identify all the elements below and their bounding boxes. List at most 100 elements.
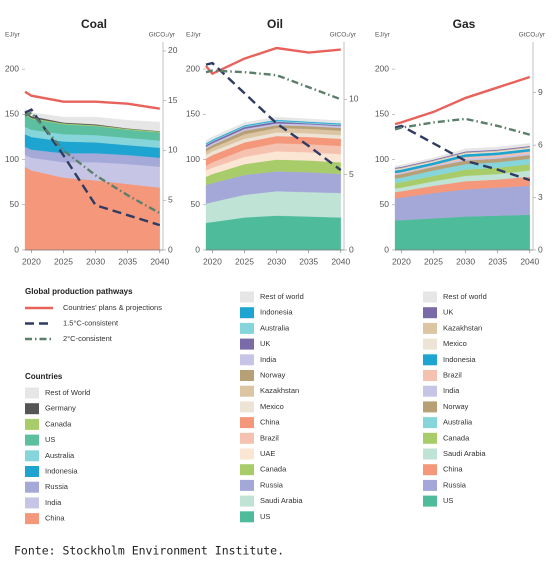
legend-label: Indonesia [260,308,293,317]
legend-label: US [260,512,270,521]
y-tick-label: 150 [375,109,389,119]
legend-label: Norway [260,370,286,379]
y-tick-label: 200 [186,63,200,73]
y2-tick-label: 20 [168,45,178,55]
panel-title: Oil [267,17,283,31]
legend-swatch [423,464,437,476]
legend-swatch [240,291,254,303]
legend-swatch [25,450,39,462]
x-tick-label: 2025 [235,256,254,266]
legend-swatch [240,354,254,366]
y-tick-label: 200 [5,63,19,73]
legend-swatch [240,338,254,350]
pathway-line [205,46,341,76]
legend-swatch [423,417,437,429]
legend-swatch [240,385,254,397]
x-tick-label: 2035 [118,256,137,266]
pathway-line [205,69,342,101]
pathway-line [24,111,161,215]
legend-label: Countries' plans & projections [63,303,162,312]
legend-label: Norway [443,402,469,411]
y-tick-label: 50 [191,199,201,209]
pathway-line [394,117,531,136]
legend-label: Canada [443,433,470,442]
pathway-line [24,90,160,110]
legend-label: 2°C-consistent [63,334,113,343]
y-tick-label: 50 [380,199,390,209]
y-tick-label: 0 [384,244,389,254]
legend-swatch [423,370,437,381]
y2-tick-label: 5 [349,169,354,179]
legend-swatch [423,448,437,460]
legend-label: Saudi Arabia [260,496,303,505]
y-tick-label: 200 [375,63,389,73]
y2-tick-label: 10 [168,145,178,155]
legend-label: India [260,355,277,364]
legend-swatch [25,481,39,493]
pathway-line [394,124,531,182]
area-segment [205,116,341,144]
legend-label: Kazakhstan [260,386,299,395]
legend-swatch [240,432,254,444]
legend-label: UK [260,339,270,348]
legend-swatch [25,513,39,525]
legend-title: Countries [25,372,63,381]
y2-tick-label: 3 [538,192,543,202]
area-segment [205,215,341,251]
legend-label: India [45,498,62,507]
legend-swatch [25,497,39,509]
panel-title: Coal [81,17,107,31]
y-tick-label: 100 [186,154,200,164]
legend-label: Russia [443,480,467,489]
legend-swatch [423,479,437,491]
x-tick-label: 2030 [86,256,105,266]
y-axis-label: EJ/yr [186,32,202,39]
legend-label: Brazil [260,433,279,442]
x-tick-label: 2040 [150,256,169,266]
y-tick-label: 100 [5,154,19,164]
legend-label: India [443,386,460,395]
x-tick-label: 2020 [392,256,411,266]
legend-swatch [240,370,254,381]
legend-label: Canada [45,419,72,428]
x-tick-label: 2020 [22,256,41,266]
y2-tick-label: 15 [168,95,178,105]
y2-tick-label: 6 [538,139,543,149]
y2-axis-label: GtCO₂/yr [519,32,546,39]
legend-label: 1.5°C-consistent [63,318,119,327]
legend-swatch [25,418,39,430]
legend-label: Mexico [260,402,284,411]
legend-swatch [240,448,254,460]
legend-swatch [25,387,39,399]
legend-label: UK [443,308,453,317]
legend-swatch [240,464,254,476]
legend-label: Indonesia [443,355,476,364]
legend-swatch [423,495,437,507]
legend-swatch [240,495,254,507]
legend-swatch [240,401,254,413]
legend-swatch [240,307,254,319]
x-tick-label: 2040 [331,256,350,266]
legend-label: Australia [260,323,290,332]
legend-title: Global production pathways [25,287,133,296]
pathway-line [24,108,161,227]
legend-label: Australia [443,418,473,427]
legend-swatch [423,291,437,303]
legend-swatch [423,385,437,397]
legend-swatch [240,479,254,491]
legend-label: Saudi Arabia [443,449,486,458]
legend-label: Rest of world [443,292,487,301]
legend-swatch [423,338,437,350]
x-tick-label: 2030 [267,256,286,266]
y2-tick-label: 0 [538,244,543,254]
legend-label: US [443,496,453,505]
legend-swatch [240,511,254,523]
legend-swatch [240,417,254,429]
x-tick-label: 2035 [488,256,507,266]
legend-swatch [423,307,437,319]
legend-swatch [25,466,39,477]
legend-swatch [240,322,254,334]
legend-label: Kazakhstan [443,323,482,332]
legend-label: Germany [45,404,76,413]
